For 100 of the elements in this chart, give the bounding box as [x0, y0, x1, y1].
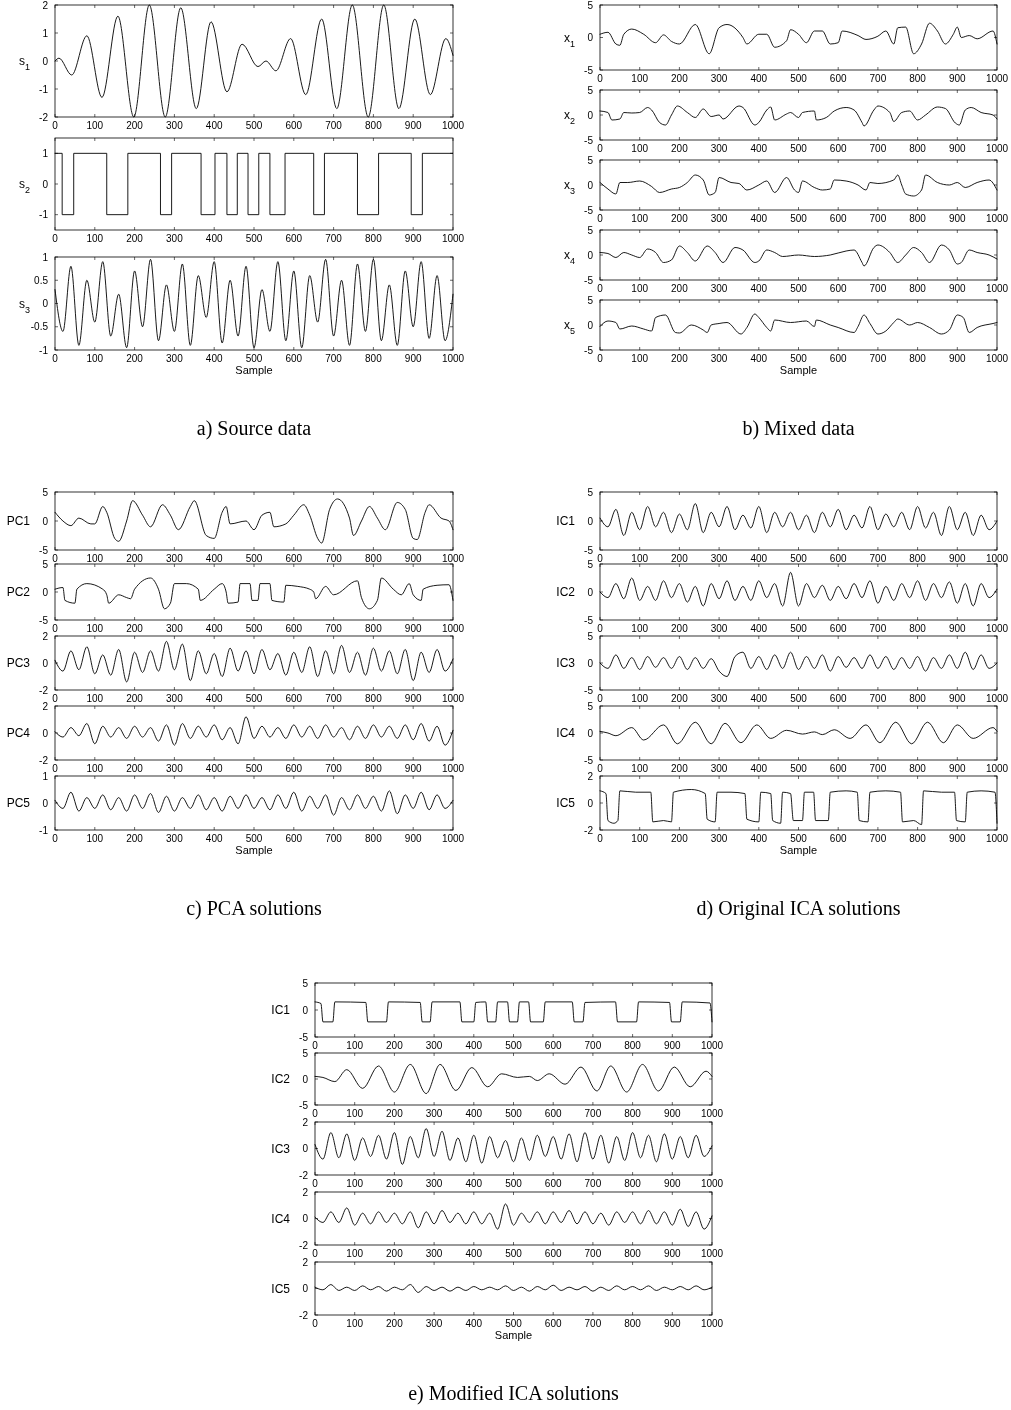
y-tick-label: 0 [587, 249, 594, 261]
x-tick-label: 900 [404, 693, 422, 704]
x-tick-label: 600 [544, 1318, 562, 1329]
text: a) Source data [196, 417, 312, 440]
x-tick-label: 600 [285, 623, 303, 634]
x-tick-label: 400 [205, 833, 223, 844]
x-tick-label: 700 [325, 120, 343, 131]
x-tick-label: 800 [909, 833, 927, 844]
y-tick-label: -5 [299, 1099, 309, 1111]
x-tick-label: 1000 [985, 623, 1009, 634]
x-tick-label: 1000 [985, 73, 1009, 84]
x-tick-label: 100 [631, 763, 649, 774]
x-tick-label: 600 [829, 143, 847, 154]
x-tick-label: 400 [465, 1040, 483, 1051]
x-tick-label: 0 [312, 1040, 319, 1051]
x-tick-label: 900 [948, 283, 967, 294]
x-tick-label: 400 [205, 120, 223, 131]
y-tick-label: -5 [584, 64, 594, 76]
x-tick-label: 0 [52, 833, 59, 844]
x-tick-label: 500 [245, 233, 263, 244]
y-tick-label: 5 [587, 84, 594, 96]
x-tick-label: 700 [325, 833, 343, 844]
x-tick-label: 200 [671, 623, 689, 634]
y-tick-label: 0 [587, 515, 594, 527]
x-tick-label: 1000 [700, 1040, 724, 1051]
y-tick-label: 5 [42, 486, 49, 498]
y-tick-label: -2 [39, 111, 49, 123]
y-tick-label: 5 [42, 558, 49, 570]
y-axis-title: x$_{4}$ [563, 248, 575, 266]
y-axis-title: IC1 [556, 514, 576, 528]
x-tick-label: 700 [869, 73, 887, 84]
y-tick-label: 0 [587, 727, 594, 739]
x-tick-label: 100 [631, 693, 649, 704]
x-tick-label: 0 [52, 693, 59, 704]
x-tick-label: 400 [465, 1318, 483, 1329]
x-tick-label: 100 [631, 283, 649, 294]
y-tick-label: 2 [302, 1256, 309, 1268]
x-tick-label: 1000 [985, 283, 1009, 294]
x-tick-label: 900 [663, 1178, 682, 1189]
x-tick-label: 900 [663, 1318, 682, 1329]
y-tick-label: 0 [42, 298, 49, 309]
x-tick-label: 600 [285, 763, 303, 774]
x-tick-label: 800 [624, 1318, 642, 1329]
y-tick-label: 5 [587, 294, 594, 306]
x-tick-label: 600 [285, 353, 303, 364]
x-tick-label: 400 [750, 73, 768, 84]
x-tick-label: 900 [404, 120, 422, 131]
text: b) Mixed data [742, 417, 855, 440]
y-axis-title: x$_{3}$ [563, 178, 575, 196]
x-tick-label: 700 [325, 353, 343, 364]
x-tick-label: 900 [948, 763, 967, 774]
x-tick-label: 400 [205, 763, 223, 774]
x-tick-label: 900 [948, 73, 967, 84]
x-tick-label: 100 [86, 763, 104, 774]
x-tick-label: 0 [597, 73, 604, 84]
x-tick-label: 300 [166, 623, 184, 634]
x-tick-label: 100 [346, 1318, 364, 1329]
x-tick-label: 600 [829, 283, 847, 294]
x-tick-label: 100 [86, 623, 104, 634]
y-tick-label: 2 [587, 770, 594, 782]
y-tick-label: -1 [39, 344, 49, 356]
y-tick-label: -0.5 [30, 321, 49, 333]
x-tick-label: 300 [710, 693, 728, 704]
y-tick-label: 0 [302, 1143, 309, 1154]
x-tick-label: 0 [312, 1108, 319, 1119]
y-axis-title: PC1 [6, 514, 31, 528]
x-tick-label: 200 [671, 213, 689, 224]
x-tick-label: 800 [365, 763, 383, 774]
y-tick-label: 0.5 [34, 274, 49, 286]
y-tick-label: 1 [42, 27, 49, 39]
x-tick-label: 500 [245, 763, 263, 774]
x-tick-label: 1000 [441, 120, 465, 131]
x-tick-label: 300 [710, 623, 728, 634]
x-tick-label: 300 [710, 553, 728, 564]
x-tick-label: 1000 [700, 1178, 724, 1189]
y-tick-label: -5 [584, 344, 594, 356]
x-tick-label: 400 [465, 1108, 483, 1119]
x-tick-label: 900 [404, 353, 422, 364]
y-tick-label: 0 [302, 1073, 309, 1085]
y-tick-label: 0 [587, 319, 594, 331]
y-tick-label: -2 [299, 1169, 309, 1181]
y-tick-label: 0 [42, 586, 49, 598]
x-tick-label: 200 [126, 833, 144, 844]
x-tick-label: 500 [790, 73, 808, 84]
y-tick-label: 5 [302, 977, 309, 989]
x-tick-label: 600 [829, 353, 847, 364]
y-axis-title: s$_{3}$ [18, 296, 30, 315]
y-tick-label: 0 [42, 797, 49, 809]
x-tick-label: 600 [285, 120, 303, 131]
y-tick-label: -5 [584, 754, 594, 766]
x-tick-label: 400 [205, 623, 223, 634]
x-tick-label: 500 [245, 553, 263, 564]
x-tick-label: 100 [86, 233, 104, 244]
x-tick-label: 1000 [985, 553, 1009, 564]
x-tick-label: 500 [790, 553, 808, 564]
x-tick-label: 900 [948, 553, 967, 564]
x-tick-label: 800 [624, 1178, 642, 1189]
y-tick-label: 0 [42, 657, 49, 669]
x-tick-label: 200 [671, 143, 689, 154]
x-tick-label: 300 [710, 833, 728, 844]
